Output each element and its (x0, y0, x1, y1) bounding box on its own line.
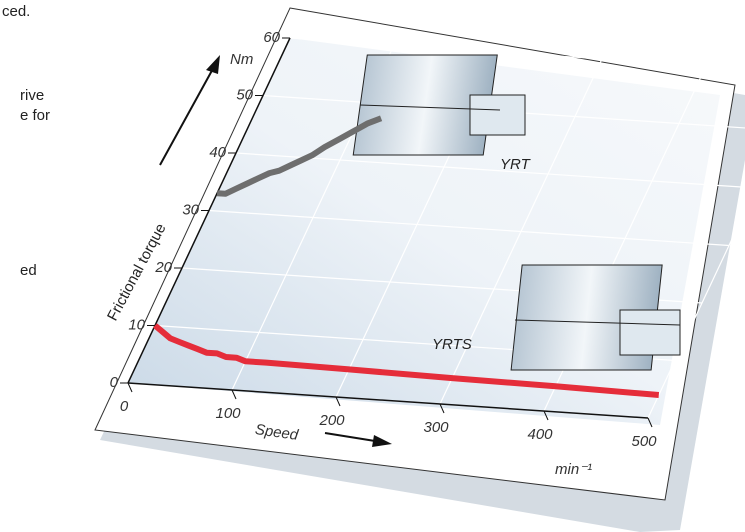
x-tick-label: 500 (631, 433, 657, 450)
x-tick-label: 400 (527, 426, 553, 443)
x-tick-label: 100 (215, 405, 241, 422)
chart: ced. rive e for ed Frictional torque Nm … (0, 0, 745, 532)
side-text: e for (20, 107, 50, 124)
x-unit: min⁻¹ (555, 461, 592, 478)
x-tick-label: 300 (423, 419, 449, 436)
y-tick-label: 10 (128, 316, 145, 333)
x-tick-label: 0 (120, 398, 129, 415)
y-tick-label: 30 (182, 201, 199, 218)
y-tick-label: 50 (236, 86, 253, 103)
series-label: YRTS (432, 336, 472, 353)
side-text: ed (20, 262, 37, 279)
side-text: rive (20, 87, 44, 104)
y-tick-label: 20 (154, 259, 172, 276)
bearing-yrts (511, 265, 680, 370)
y-unit: Nm (230, 51, 253, 68)
y-tick-label: 60 (263, 29, 280, 46)
y-arrow (160, 65, 215, 165)
y-tick-label: 0 (110, 374, 119, 391)
y-tick-label: 40 (209, 144, 226, 161)
x-tick-label: 200 (318, 412, 345, 429)
y-arrow-head (206, 55, 220, 74)
side-text: ced. (2, 3, 30, 20)
series-label: YRT (500, 156, 532, 173)
